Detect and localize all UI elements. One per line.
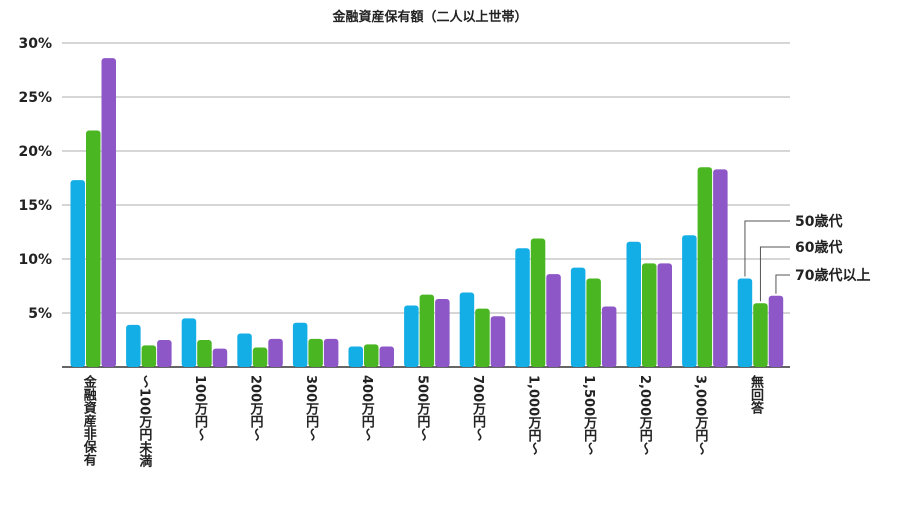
bar	[404, 305, 419, 367]
bar	[753, 303, 768, 367]
y-tick-label: 5%	[28, 306, 52, 322]
y-tick-label: 10%	[18, 252, 52, 268]
bar	[546, 274, 561, 367]
bar	[101, 58, 116, 368]
bar	[252, 347, 268, 367]
category-label: 金融資産非保有	[81, 374, 98, 467]
y-tick-label: 25%	[18, 90, 52, 106]
category-label: 1,500万円～	[581, 375, 598, 456]
bar	[157, 340, 172, 367]
category-label: 300万円～	[303, 375, 320, 442]
legend-leader-line	[744, 220, 790, 277]
bar	[308, 338, 323, 367]
bar	[237, 333, 252, 367]
legend-label: 50歳代	[795, 213, 842, 230]
bar	[435, 298, 450, 367]
bar	[141, 345, 157, 367]
bar	[475, 308, 490, 367]
bar	[181, 318, 197, 367]
category-label: 1,000万円～	[526, 375, 543, 456]
bar	[86, 130, 101, 367]
category-label: 500万円～	[414, 375, 431, 442]
bar	[515, 248, 530, 367]
bar	[697, 167, 713, 367]
bar	[197, 340, 212, 367]
legend-leader-line	[759, 246, 790, 302]
bar	[323, 338, 339, 367]
bar	[212, 348, 228, 367]
bar	[292, 322, 308, 367]
chart-title: 金融資産保有額（二人以上世帯）	[332, 10, 528, 25]
category-label: 200万円～	[248, 375, 264, 442]
category-label: 100万円～	[192, 375, 209, 442]
bar	[268, 338, 283, 367]
y-tick-label: 20%	[18, 144, 52, 160]
category-label: ～100万円未満	[136, 374, 153, 468]
bar	[768, 295, 784, 367]
bar	[419, 294, 435, 367]
bar	[126, 324, 141, 367]
bar	[737, 278, 753, 367]
category-label: 400万円～	[359, 375, 376, 442]
legend-leader-line	[775, 274, 790, 294]
bar	[657, 263, 672, 367]
bar	[490, 316, 506, 367]
bar	[570, 267, 586, 367]
category-label: 3,000万円～	[692, 375, 709, 456]
category-label: 2,000万円～	[637, 375, 654, 456]
y-tick-label: 30%	[18, 36, 52, 52]
category-label: 無回答	[748, 374, 764, 415]
bar	[459, 292, 475, 367]
bar	[348, 346, 363, 367]
bar	[713, 169, 728, 367]
bar	[586, 278, 601, 367]
category-label: 700万円～	[470, 375, 487, 442]
bar	[379, 346, 394, 367]
bar	[601, 306, 617, 367]
bar	[682, 235, 697, 367]
bar	[626, 241, 641, 367]
bar	[530, 238, 546, 367]
bar	[642, 263, 657, 367]
legend-label: 70歳代以上	[795, 267, 870, 284]
bar	[364, 344, 379, 367]
bar	[70, 180, 85, 367]
y-tick-label: 15%	[18, 198, 52, 214]
legend-label: 60歳代	[795, 239, 842, 256]
